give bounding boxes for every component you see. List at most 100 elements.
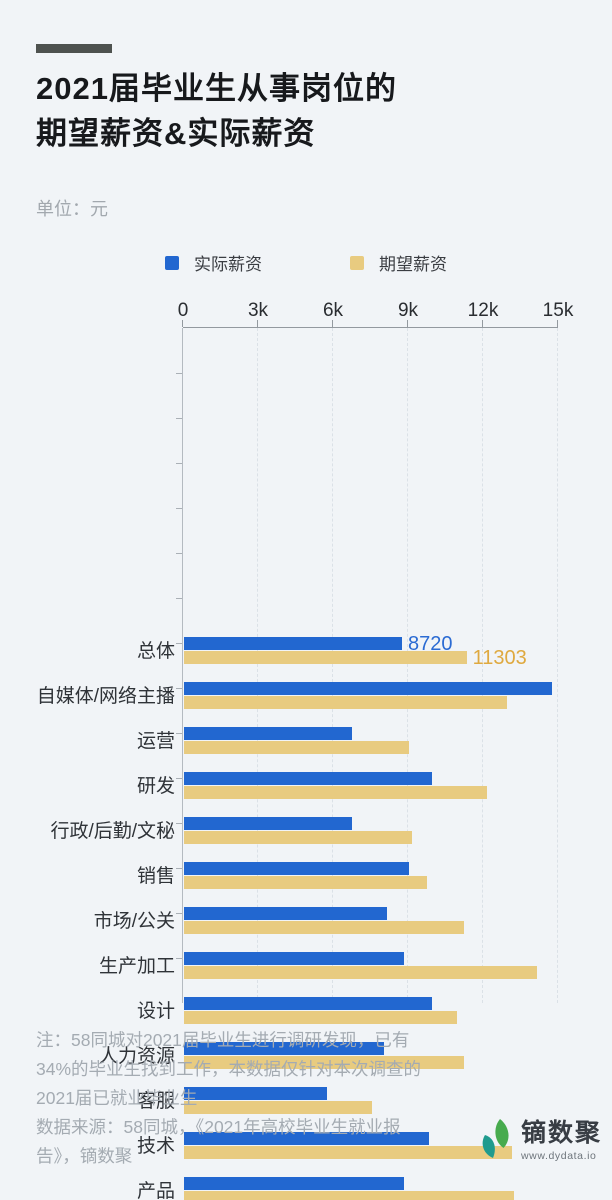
y-axis-tick-mark <box>176 553 182 554</box>
bar-group <box>184 987 559 1032</box>
y-axis-tick-mark <box>176 823 182 824</box>
expected-salary-bar <box>184 876 427 889</box>
x-tick-label: 15k <box>542 300 574 321</box>
chart-row: 市场/公关 <box>0 897 612 942</box>
chart-row: 产品 <box>0 1167 612 1200</box>
gridline <box>557 328 558 1003</box>
salary-bar-chart: 0 3k 6k 9k 12k 15k 总体 8720 11303 自媒体/网络主播运营研发行政/… <box>0 300 612 1200</box>
y-axis-tick-mark <box>176 778 182 779</box>
bar-group <box>184 1167 559 1200</box>
x-axis-tick-mark <box>332 320 333 327</box>
chart-row: 客服 <box>0 1077 612 1122</box>
y-axis-tick-mark <box>176 958 182 959</box>
actual-salary-bar <box>184 1132 429 1145</box>
expected-salary-bar <box>184 1011 457 1024</box>
expected-value-label: 11303 <box>472 646 527 669</box>
category-label: 自媒体/网络主播 <box>36 686 175 707</box>
bar-group <box>184 1032 559 1077</box>
page-title-line2: 期望薪资&实际薪资 <box>36 116 316 151</box>
bar-group <box>184 807 559 852</box>
actual-value-label: 8720 <box>408 632 453 655</box>
expected-salary-bar <box>184 966 537 979</box>
chart-row: 人力资源 <box>0 1032 612 1077</box>
actual-salary-bar <box>184 637 402 650</box>
expected-salary-bar <box>184 1191 514 1200</box>
leaf-icon <box>482 1119 509 1158</box>
legend-label-actual: 实际薪资 <box>194 255 262 274</box>
footnotes: 注：58同城对2021届毕业生进行调研发现，已有 34%的毕业生找到工作，本数据… <box>36 1026 421 1171</box>
legend-label-expected: 期望薪资 <box>379 255 447 274</box>
note-line: 2021届已就业毕业生 <box>36 1088 198 1108</box>
y-axis-line <box>182 328 183 1003</box>
x-tick-label: 3k <box>247 300 269 321</box>
chart-row: 设计 <box>0 987 612 1032</box>
gridline <box>407 328 408 1003</box>
unit-label: 单位：元 <box>36 199 108 219</box>
plot-rows: 总体 8720 11303 自媒体/网络主播运营研发行政/后勤/文秘销售市场/公关生产… <box>0 627 612 1200</box>
actual-salary-bar <box>184 682 552 695</box>
category-label: 设计 <box>136 1001 175 1022</box>
category-label: 产品 <box>136 1181 175 1200</box>
x-axis-tick-labels: 0 3k 6k 9k 12k 15k <box>178 300 574 322</box>
actual-salary-bar <box>184 952 404 965</box>
plot-area <box>176 320 558 1003</box>
source-line: 数据来源：58同城，《2021年高校毕业生就业报 <box>36 1117 401 1137</box>
chart-row: 自媒体/网络主播 <box>0 672 612 717</box>
actual-salary-bar <box>184 907 387 920</box>
actual-salary-bar <box>184 862 409 875</box>
bar-group <box>184 942 559 987</box>
x-tick-label: 12k <box>467 300 499 321</box>
actual-salary-bar <box>184 817 352 830</box>
category-label: 人力资源 <box>98 1046 175 1067</box>
expected-salary-bar <box>184 1056 464 1069</box>
actual-salary-bar <box>184 1042 384 1055</box>
actual-salary-bar <box>184 772 432 785</box>
y-axis-tick-mark <box>176 373 182 374</box>
note-line: 注：58同城对2021届毕业生进行调研发现，已有 <box>36 1030 410 1050</box>
x-tick-label: 6k <box>322 300 344 321</box>
expected-salary-bar <box>184 831 412 844</box>
gridline <box>482 328 483 1003</box>
chart-row: 总体 8720 11303 <box>0 627 612 672</box>
source-line: 告》，镝数聚 <box>36 1146 133 1166</box>
x-tick-label: 0 <box>177 300 189 321</box>
y-axis-tick-mark <box>176 688 182 689</box>
legend-swatch-actual-icon <box>165 255 179 270</box>
legend-item-expected: 期望薪资 <box>350 250 447 275</box>
x-tick-label: 9k <box>397 300 419 321</box>
bar-group <box>184 672 559 717</box>
expected-salary-bar <box>184 741 409 754</box>
logo-name: 镝数聚 <box>521 1119 603 1147</box>
category-label: 生产加工 <box>98 956 175 977</box>
y-axis-tick-mark <box>176 418 182 419</box>
bar-group <box>184 717 559 762</box>
bar-group <box>184 1122 559 1167</box>
y-axis-tick-mark <box>176 733 182 734</box>
x-axis-tick-mark <box>407 320 408 327</box>
category-label: 销售 <box>136 866 175 887</box>
expected-salary-bar <box>184 921 464 934</box>
x-axis-tick-mark <box>257 320 258 327</box>
bar-group <box>184 897 559 942</box>
note-line: 34%的毕业生找到工作，本数据仅针对本次调查的 <box>36 1059 422 1079</box>
gridline <box>332 328 333 1003</box>
chart-row: 行政/后勤/文秘 <box>0 807 612 852</box>
bar-group: 8720 11303 <box>184 627 559 672</box>
category-label: 总体 <box>136 641 175 662</box>
expected-salary-bar <box>184 696 507 709</box>
page-title: 2021届毕业生从事岗位的 期望薪资&实际薪资 <box>36 66 397 156</box>
expected-salary-bar <box>184 1146 512 1159</box>
category-label: 运营 <box>136 731 175 752</box>
category-label: 行政/后勤/文秘 <box>50 821 175 842</box>
logo-url: www.dydata.io <box>521 1150 597 1162</box>
expected-salary-bar <box>184 1101 372 1114</box>
chart-row: 研发 <box>0 762 612 807</box>
bar-group <box>184 852 559 897</box>
page-title-line1: 2021届毕业生从事岗位的 <box>36 71 397 106</box>
actual-salary-bar <box>184 997 432 1010</box>
legend-swatch-expected-icon <box>350 255 364 270</box>
y-axis-tick-mark <box>176 868 182 869</box>
actual-salary-bar <box>184 1087 327 1100</box>
dydata-logo: 镝数聚 www.dydata.io <box>477 1118 602 1164</box>
chart-row: 销售 <box>0 852 612 897</box>
